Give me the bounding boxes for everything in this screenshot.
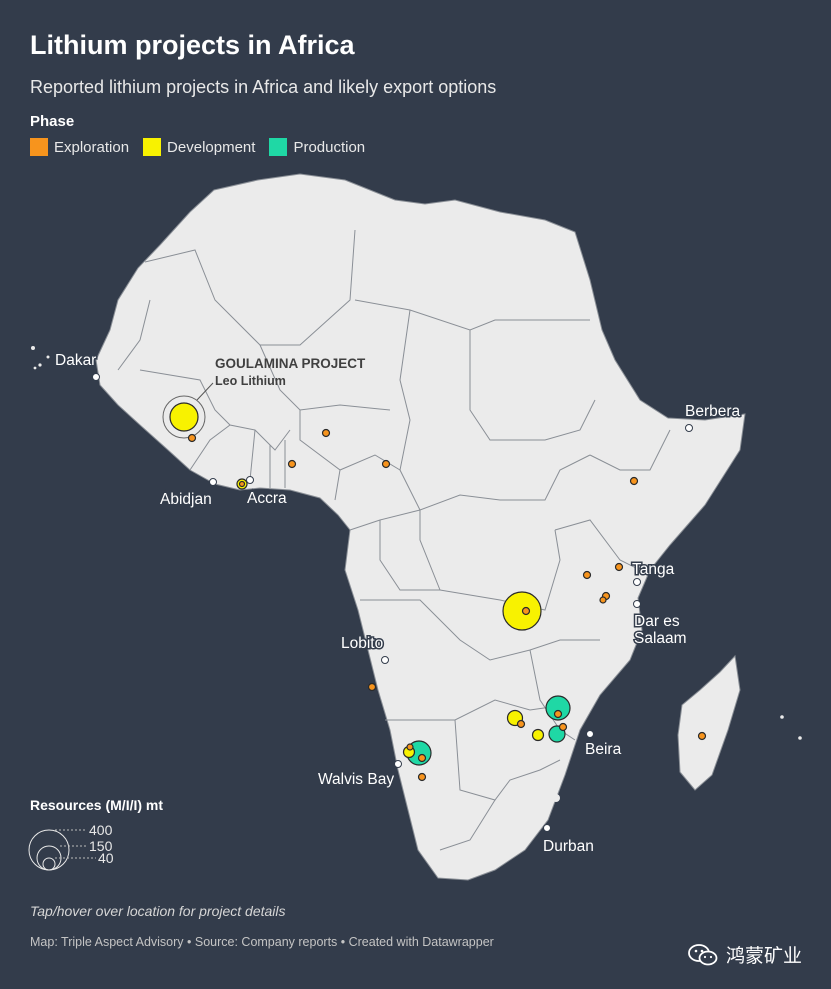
goulamina-halo <box>162 395 206 439</box>
city-dot-dar-es-salaam <box>633 600 641 608</box>
project-tanzania-4[interactable] <box>599 596 607 604</box>
wechat-icon <box>688 943 718 965</box>
size-circle-40 <box>42 857 56 871</box>
project-namibia-exploration-1[interactable] <box>406 743 414 751</box>
project-nigeria-3[interactable] <box>381 459 391 469</box>
city-dot-tanga <box>633 578 641 586</box>
development-swatch <box>143 138 162 156</box>
city-label-lobito: Lobito <box>341 635 383 652</box>
madagascar <box>677 654 741 791</box>
project-madagascar[interactable] <box>697 731 707 741</box>
annotation-leader <box>196 382 214 401</box>
project-ghana-exploration[interactable] <box>238 480 246 488</box>
project-namibia-exploration-3[interactable] <box>417 772 427 782</box>
size-label-400: 400 <box>89 822 113 838</box>
project-tanzania-1[interactable] <box>582 570 592 580</box>
exploration-swatch <box>30 138 48 156</box>
city-label-dakar: Dakar <box>55 352 96 369</box>
brand-watermark: 鸿蒙矿业 <box>688 941 802 968</box>
map-subtitle: Reported lithium projects in Africa and … <box>30 77 497 97</box>
phase-legend: Exploration Development Production <box>30 138 365 156</box>
city-label-beira: Beira <box>585 741 622 758</box>
project-markers <box>169 402 707 782</box>
size-label-150: 150 <box>89 838 113 854</box>
city-dot-abidjan <box>209 478 217 486</box>
city-label-berbera: Berbera <box>685 403 741 420</box>
city-dot-lobito <box>381 656 389 664</box>
source-credit: Map: Triple Aspect Advisory • Source: Co… <box>30 935 494 949</box>
size-circle-400 <box>28 829 70 871</box>
city-dot-accra <box>246 476 254 484</box>
port-cities: Dakar Abidjan Accra Berbera Tanga Dar es… <box>54 351 743 857</box>
project-angola[interactable] <box>367 682 377 692</box>
project-drc-exploration[interactable] <box>521 606 531 616</box>
city-label-walvis-bay: Walvis Bay <box>318 771 394 788</box>
size-legend: 400 150 40 <box>28 822 114 871</box>
city-dot-durban <box>543 824 551 832</box>
project-zim-exploration-1[interactable] <box>553 709 563 719</box>
size-label-40: 40 <box>98 850 114 866</box>
project-goulamina[interactable] <box>169 402 199 432</box>
city-label-durban: Durban <box>543 838 594 855</box>
city-dot-walvis-bay <box>394 760 402 768</box>
country-borders <box>117 229 671 851</box>
project-tanzania-2[interactable] <box>614 562 624 572</box>
legend-item-exploration: Exploration <box>30 138 129 156</box>
map-title: Lithium projects in Africa <box>30 30 355 60</box>
annotation-title: GOULAMINA PROJECT <box>215 356 366 371</box>
brand-name: 鸿蒙矿业 <box>726 946 803 967</box>
city-label-abidjan: Abidjan <box>160 491 212 508</box>
legend-label-production: Production <box>293 138 366 156</box>
project-zulu[interactable] <box>531 728 545 742</box>
size-legend-title: Resources (M/I/I) mt <box>30 797 164 813</box>
project-ethiopia[interactable] <box>629 476 639 486</box>
interaction-note: Tap/hover over location for project deta… <box>30 903 286 919</box>
goulamina-annotation: GOULAMINA PROJECT Leo Lithium <box>162 356 366 439</box>
project-bikita[interactable] <box>545 695 571 721</box>
legend-item-development: Development <box>143 138 255 156</box>
project-zim-exploration-3[interactable] <box>516 719 526 729</box>
legend-title: Phase <box>30 113 75 130</box>
legend-label-development: Development <box>167 138 256 156</box>
city-label-accra: Accra <box>247 490 287 507</box>
legend-label-exploration: Exploration <box>54 138 130 156</box>
city-label-salaam: Salaam <box>634 630 687 647</box>
annotation-subtitle: Leo Lithium <box>215 374 286 388</box>
project-exploration-mali-2[interactable] <box>187 433 197 443</box>
city-dot-dakar <box>92 373 100 381</box>
project-nigeria-1[interactable] <box>321 428 331 438</box>
production-swatch <box>269 138 288 156</box>
islands <box>31 346 802 802</box>
legend-item-production: Production <box>269 138 365 156</box>
city-dot-beira <box>586 730 594 738</box>
city-label-dar-es: Dar es <box>634 613 680 630</box>
project-zim-exploration-2[interactable] <box>558 722 568 732</box>
city-dot-berbera <box>685 424 693 432</box>
project-namibia-exploration-2[interactable] <box>417 753 427 763</box>
project-nigeria-2[interactable] <box>287 459 297 469</box>
city-label-tanga: Tanga <box>632 561 675 578</box>
